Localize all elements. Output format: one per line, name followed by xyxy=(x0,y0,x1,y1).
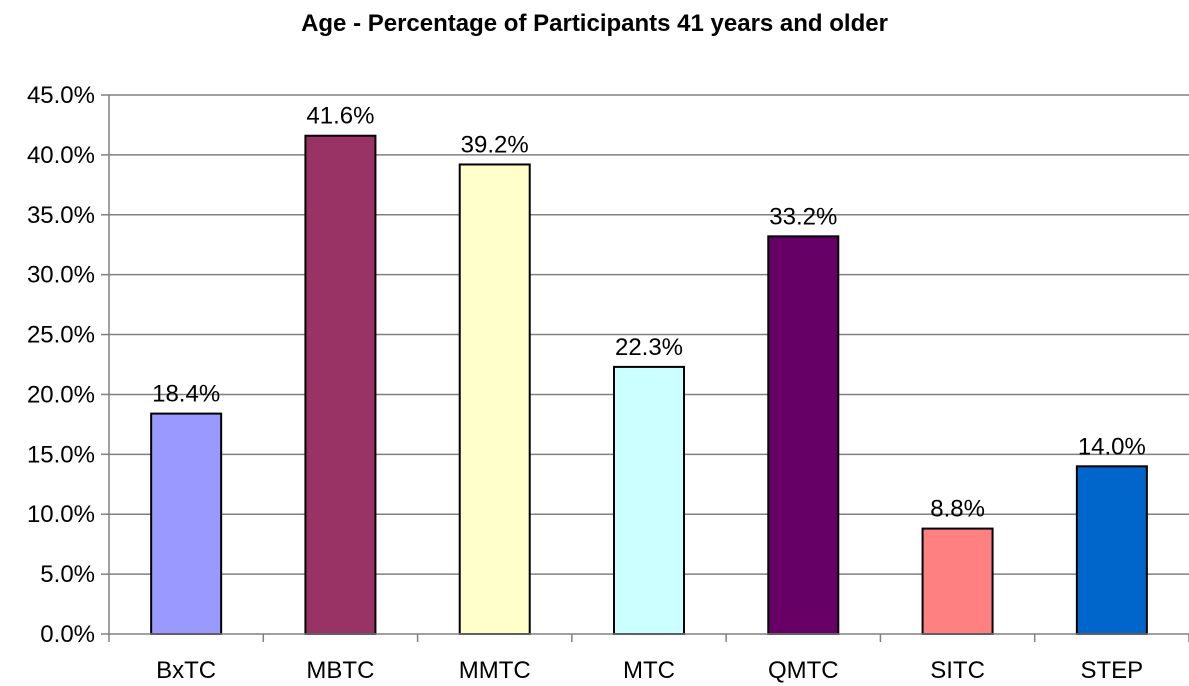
y-tick-label: 10.0% xyxy=(27,501,95,528)
bar xyxy=(1075,465,1148,635)
bar xyxy=(921,527,994,636)
y-tick-label: 40.0% xyxy=(27,142,95,169)
y-tick-label: 25.0% xyxy=(27,322,95,349)
data-label: 33.2% xyxy=(769,203,837,230)
data-label: 39.2% xyxy=(461,131,529,158)
bar xyxy=(458,163,531,636)
bars xyxy=(150,134,1148,636)
y-tick-label: 45.0% xyxy=(27,82,95,109)
bar xyxy=(150,412,223,635)
x-tick-label: MBTC xyxy=(306,657,374,684)
y-tick-label: 30.0% xyxy=(27,262,95,289)
x-tick-label: SITC xyxy=(930,657,985,684)
data-label: 41.6% xyxy=(306,103,374,130)
x-tick-label: BxTC xyxy=(156,657,216,684)
bar xyxy=(304,134,377,635)
y-tick-label: 0.0% xyxy=(40,621,95,648)
bar xyxy=(613,365,685,635)
y-tick-label: 35.0% xyxy=(27,202,95,229)
bar xyxy=(767,235,840,636)
data-label: 18.4% xyxy=(152,381,220,408)
y-axis-ticks: 0.0% 5.0% 10.0% 15.0% 20.0% 25.0% 30.0% 35.0% 40… xyxy=(27,82,109,648)
x-axis-labels: BxTC MBTC MMTC MTC QMTC SITC STEP xyxy=(156,657,1143,684)
x-tick-label: QMTC xyxy=(768,657,839,684)
y-tick-label: 15.0% xyxy=(27,441,95,468)
y-tick-label: 20.0% xyxy=(27,381,95,408)
x-tick-label: MTC xyxy=(623,657,675,684)
data-label: 14.0% xyxy=(1078,433,1146,460)
x-tick-label: STEP xyxy=(1081,657,1144,684)
data-label: 8.8% xyxy=(930,496,985,523)
x-tick-label: MMTC xyxy=(459,657,531,684)
y-tick-label: 5.0% xyxy=(40,561,95,588)
data-label: 22.3% xyxy=(615,334,683,361)
axes xyxy=(108,95,1189,642)
data-labels: 18.4% 41.6% 39.2% 22.3% 33.2% 8.8% 14.0% xyxy=(152,103,1146,523)
chart-title: Age - Percentage of Participants 41 year… xyxy=(301,10,888,37)
